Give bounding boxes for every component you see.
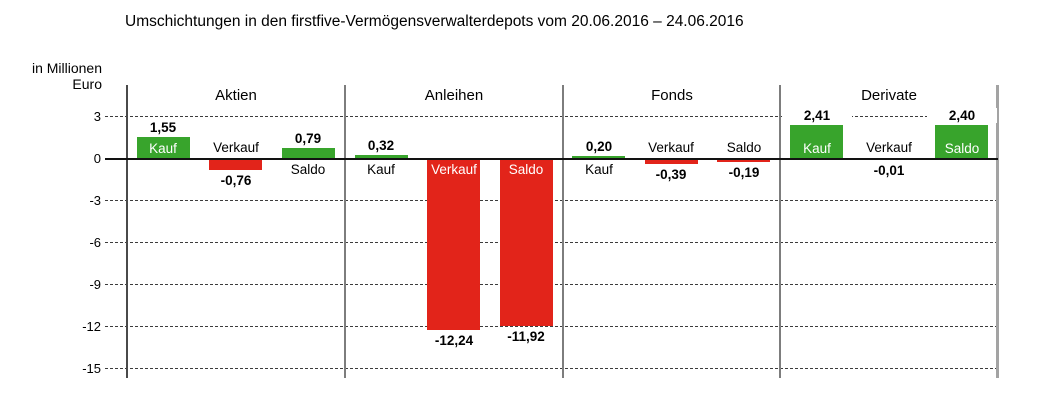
bar-aktien-verkauf-value: -0,76 [201, 173, 271, 188]
bar-fonds-saldo-value: -0,19 [709, 165, 779, 180]
bar-derivate-saldo-value: 2,40 [927, 108, 997, 123]
bar-fonds-saldo [717, 159, 770, 162]
bar-derivate-verkauf-label: Verkauf [866, 140, 912, 155]
bar-derivate-kauf [790, 125, 843, 159]
bar-fonds-verkauf-label: Verkauf [648, 140, 694, 155]
chart-title: Umschichtungen in den firstfive-Vermögen… [125, 13, 744, 30]
plot-area: 3 0 -3 -6 -9 -12 -15 Aktien Kauf 1,55 Verkauf -0,76… [82, 85, 999, 378]
bar-fonds-kauf-value: 0,20 [564, 139, 634, 154]
bar-anleihen-kauf [355, 155, 408, 159]
bar-anleihen-kauf-label: Kauf [367, 162, 395, 177]
bar-aktien-saldo [282, 148, 335, 159]
y-axis-label: in Millionen Euro [28, 60, 102, 92]
bar-aktien-verkauf [209, 159, 262, 170]
bar-aktien-kauf-label: Kauf [149, 141, 177, 156]
y-tick-label: 0 [93, 151, 101, 166]
bar-anleihen-kauf-value: 0,32 [346, 138, 416, 153]
bar-fonds-saldo-label: Saldo [726, 140, 762, 155]
y-axis-label-line1: in Millionen [31, 60, 102, 76]
y-tick-label: -15 [82, 361, 101, 376]
group-divider [779, 85, 781, 378]
bar-derivate-kauf-label: Kauf [803, 141, 831, 156]
y-tick-label: -3 [89, 193, 101, 208]
gridline--15 [105, 368, 998, 369]
bar-fonds-kauf [572, 156, 625, 159]
group-label-aktien: Aktien [215, 87, 257, 104]
y-tick-label: -6 [89, 235, 101, 250]
bar-fonds-verkauf [645, 159, 698, 164]
bar-anleihen-verkauf [427, 159, 480, 330]
bar-anleihen-verkauf-value: -12,24 [419, 333, 489, 348]
zero-axis-line [105, 158, 998, 160]
y-axis-label-line2: Euro [72, 76, 102, 92]
y-tick-label: -9 [89, 277, 101, 292]
bar-fonds-kauf-label: Kauf [585, 162, 613, 177]
group-label-derivate: Derivate [861, 87, 917, 104]
bar-aktien-kauf [137, 137, 190, 159]
bar-aktien-saldo-value: 0,79 [273, 131, 343, 146]
gridline--12 [105, 326, 998, 327]
bar-derivate-saldo-label: Saldo [944, 141, 980, 156]
bar-aktien-saldo-label: Saldo [290, 162, 326, 177]
bar-aktien-kauf-value: 1,55 [128, 120, 198, 135]
bar-derivate-saldo [935, 125, 988, 159]
bar-aktien-verkauf-label: Verkauf [213, 140, 259, 155]
gridline-3 [105, 116, 998, 117]
bar-anleihen-verkauf-label: Verkauf [431, 162, 477, 177]
group-label-anleihen: Anleihen [424, 87, 484, 104]
y-axis-line [126, 85, 128, 378]
bar-fonds-verkauf-value: -0,39 [636, 167, 706, 182]
group-divider [344, 85, 346, 378]
group-divider [562, 85, 564, 378]
bar-anleihen-saldo-value: -11,92 [491, 329, 561, 344]
y-tick-label: 3 [93, 109, 101, 124]
bar-anleihen-saldo-label: Saldo [508, 162, 544, 177]
plot-right-border [996, 85, 999, 378]
bar-derivate-kauf-value: 2,41 [782, 108, 852, 123]
y-tick-label: -12 [82, 319, 101, 334]
bar-derivate-verkauf-value: -0,01 [854, 163, 924, 178]
group-label-fonds: Fonds [651, 87, 693, 104]
bar-anleihen-saldo [500, 159, 553, 326]
